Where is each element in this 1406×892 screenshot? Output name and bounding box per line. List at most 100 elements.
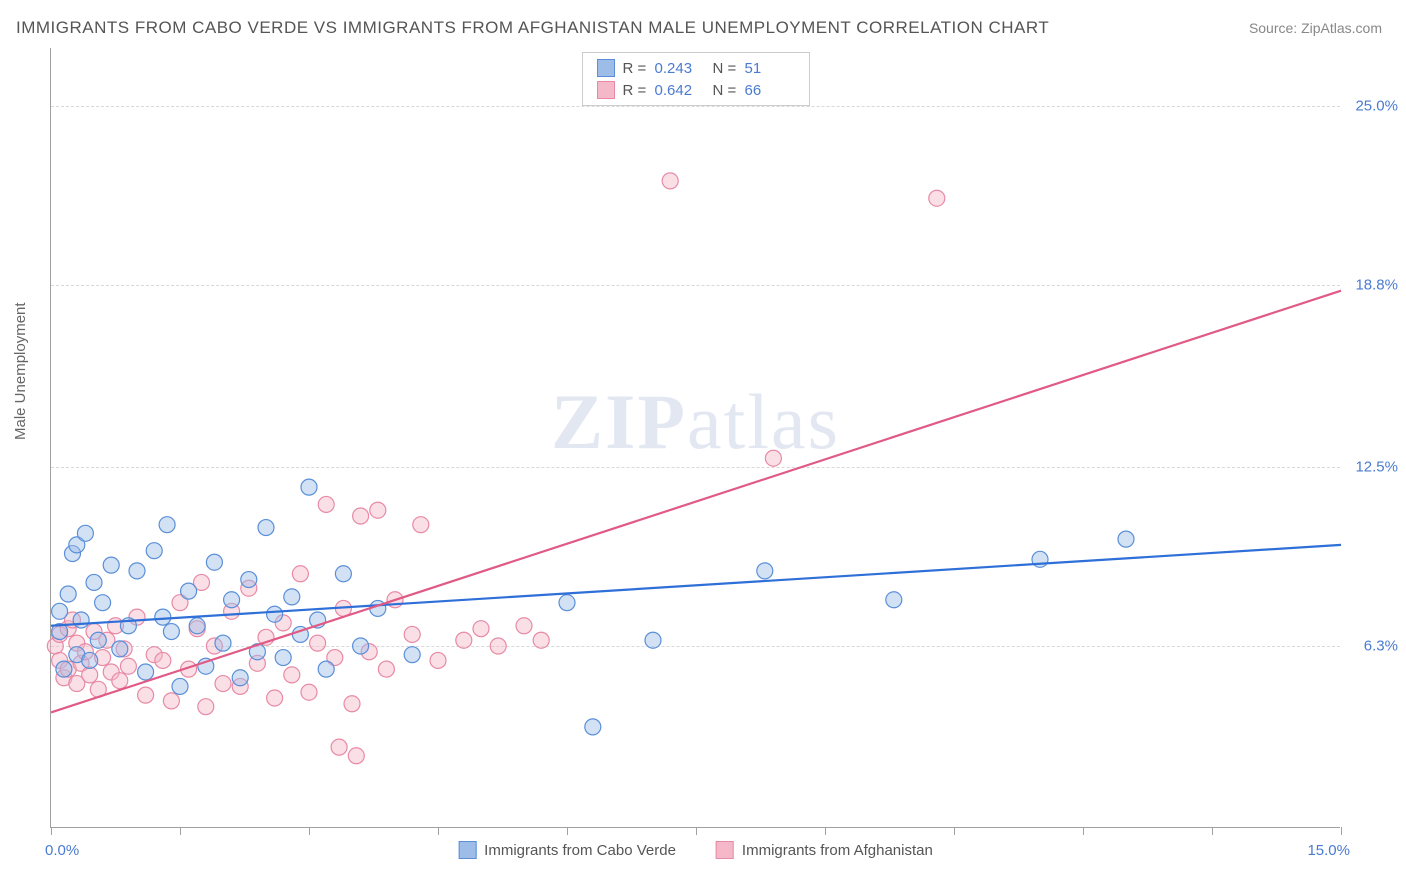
x-tick: [1083, 827, 1084, 835]
data-point: [82, 667, 98, 683]
data-point: [335, 566, 351, 582]
y-tick-label: 12.5%: [1355, 458, 1398, 475]
trend-line: [51, 291, 1341, 713]
data-point: [929, 190, 945, 206]
swatch-cabo-icon: [458, 841, 476, 859]
data-point: [533, 632, 549, 648]
data-point: [348, 748, 364, 764]
data-point: [267, 606, 283, 622]
data-point: [181, 583, 197, 599]
data-point: [77, 525, 93, 541]
data-point: [82, 652, 98, 668]
data-point: [284, 667, 300, 683]
data-point: [267, 690, 283, 706]
data-point: [215, 676, 231, 692]
data-point: [430, 652, 446, 668]
data-point: [258, 520, 274, 536]
y-tick-label: 6.3%: [1364, 638, 1398, 655]
y-tick-label: 18.8%: [1355, 276, 1398, 293]
data-point: [1118, 531, 1134, 547]
data-point: [331, 739, 347, 755]
data-point: [757, 563, 773, 579]
data-point: [206, 554, 222, 570]
data-point: [215, 635, 231, 651]
data-point: [95, 595, 111, 611]
data-point: [301, 479, 317, 495]
data-point: [232, 670, 248, 686]
data-point: [353, 638, 369, 654]
data-point: [138, 687, 154, 703]
data-point: [516, 618, 532, 634]
data-point: [241, 572, 257, 588]
data-point: [189, 618, 205, 634]
data-point: [56, 661, 72, 677]
x-tick: [825, 827, 826, 835]
stats-row-cabo: R = 0.243 N = 51: [597, 57, 795, 79]
swatch-afgh-icon: [716, 841, 734, 859]
data-point: [163, 624, 179, 640]
x-tick: [438, 827, 439, 835]
data-point: [155, 652, 171, 668]
data-point: [318, 661, 334, 677]
plot-area: ZIPatlas 6.3%12.5%18.8%25.0% R = 0.243 N…: [50, 48, 1340, 828]
data-point: [344, 696, 360, 712]
data-point: [138, 664, 154, 680]
data-point: [52, 603, 68, 619]
data-point: [404, 626, 420, 642]
y-tick-label: 25.0%: [1355, 97, 1398, 114]
x-tick: [51, 827, 52, 835]
data-point: [473, 621, 489, 637]
data-point: [275, 650, 291, 666]
chart-title: IMMIGRANTS FROM CABO VERDE VS IMMIGRANTS…: [16, 18, 1049, 38]
data-point: [159, 517, 175, 533]
data-point: [103, 557, 119, 573]
data-point: [90, 632, 106, 648]
x-tick: [954, 827, 955, 835]
data-point: [86, 574, 102, 590]
stats-legend-box: R = 0.243 N = 51 R = 0.642 N = 66: [582, 52, 810, 106]
data-point: [585, 719, 601, 735]
data-point: [129, 563, 145, 579]
data-point: [146, 543, 162, 559]
data-point: [224, 592, 240, 608]
y-axis-label: Male Unemployment: [12, 302, 29, 440]
data-point: [284, 589, 300, 605]
data-point: [73, 612, 89, 628]
x-tick: [696, 827, 697, 835]
source-attribution: Source: ZipAtlas.com: [1249, 20, 1382, 36]
x-axis-max: 15.0%: [1307, 842, 1350, 859]
data-point: [559, 595, 575, 611]
data-point: [155, 609, 171, 625]
data-point: [60, 586, 76, 602]
data-point: [172, 678, 188, 694]
data-point: [310, 635, 326, 651]
x-tick: [1212, 827, 1213, 835]
data-point: [318, 496, 334, 512]
data-point: [378, 661, 394, 677]
data-point: [662, 173, 678, 189]
legend-item-cabo: Immigrants from Cabo Verde: [458, 841, 676, 859]
data-point: [490, 638, 506, 654]
bottom-legend: Immigrants from Cabo Verde Immigrants fr…: [458, 841, 933, 859]
swatch-cabo: [597, 59, 615, 77]
data-point: [112, 641, 128, 657]
data-point: [163, 693, 179, 709]
data-point: [765, 450, 781, 466]
data-point: [301, 684, 317, 700]
data-point: [886, 592, 902, 608]
data-point: [370, 502, 386, 518]
x-tick: [567, 827, 568, 835]
data-point: [404, 647, 420, 663]
chart-container: IMMIGRANTS FROM CABO VERDE VS IMMIGRANTS…: [0, 0, 1406, 892]
data-point: [292, 566, 308, 582]
data-point: [456, 632, 472, 648]
data-point: [198, 699, 214, 715]
swatch-afgh: [597, 81, 615, 99]
data-point: [112, 673, 128, 689]
x-tick: [309, 827, 310, 835]
legend-item-afgh: Immigrants from Afghanistan: [716, 841, 933, 859]
data-point: [645, 632, 661, 648]
stats-row-afgh: R = 0.642 N = 66: [597, 79, 795, 101]
x-axis-min: 0.0%: [45, 842, 79, 859]
x-tick: [1341, 827, 1342, 835]
